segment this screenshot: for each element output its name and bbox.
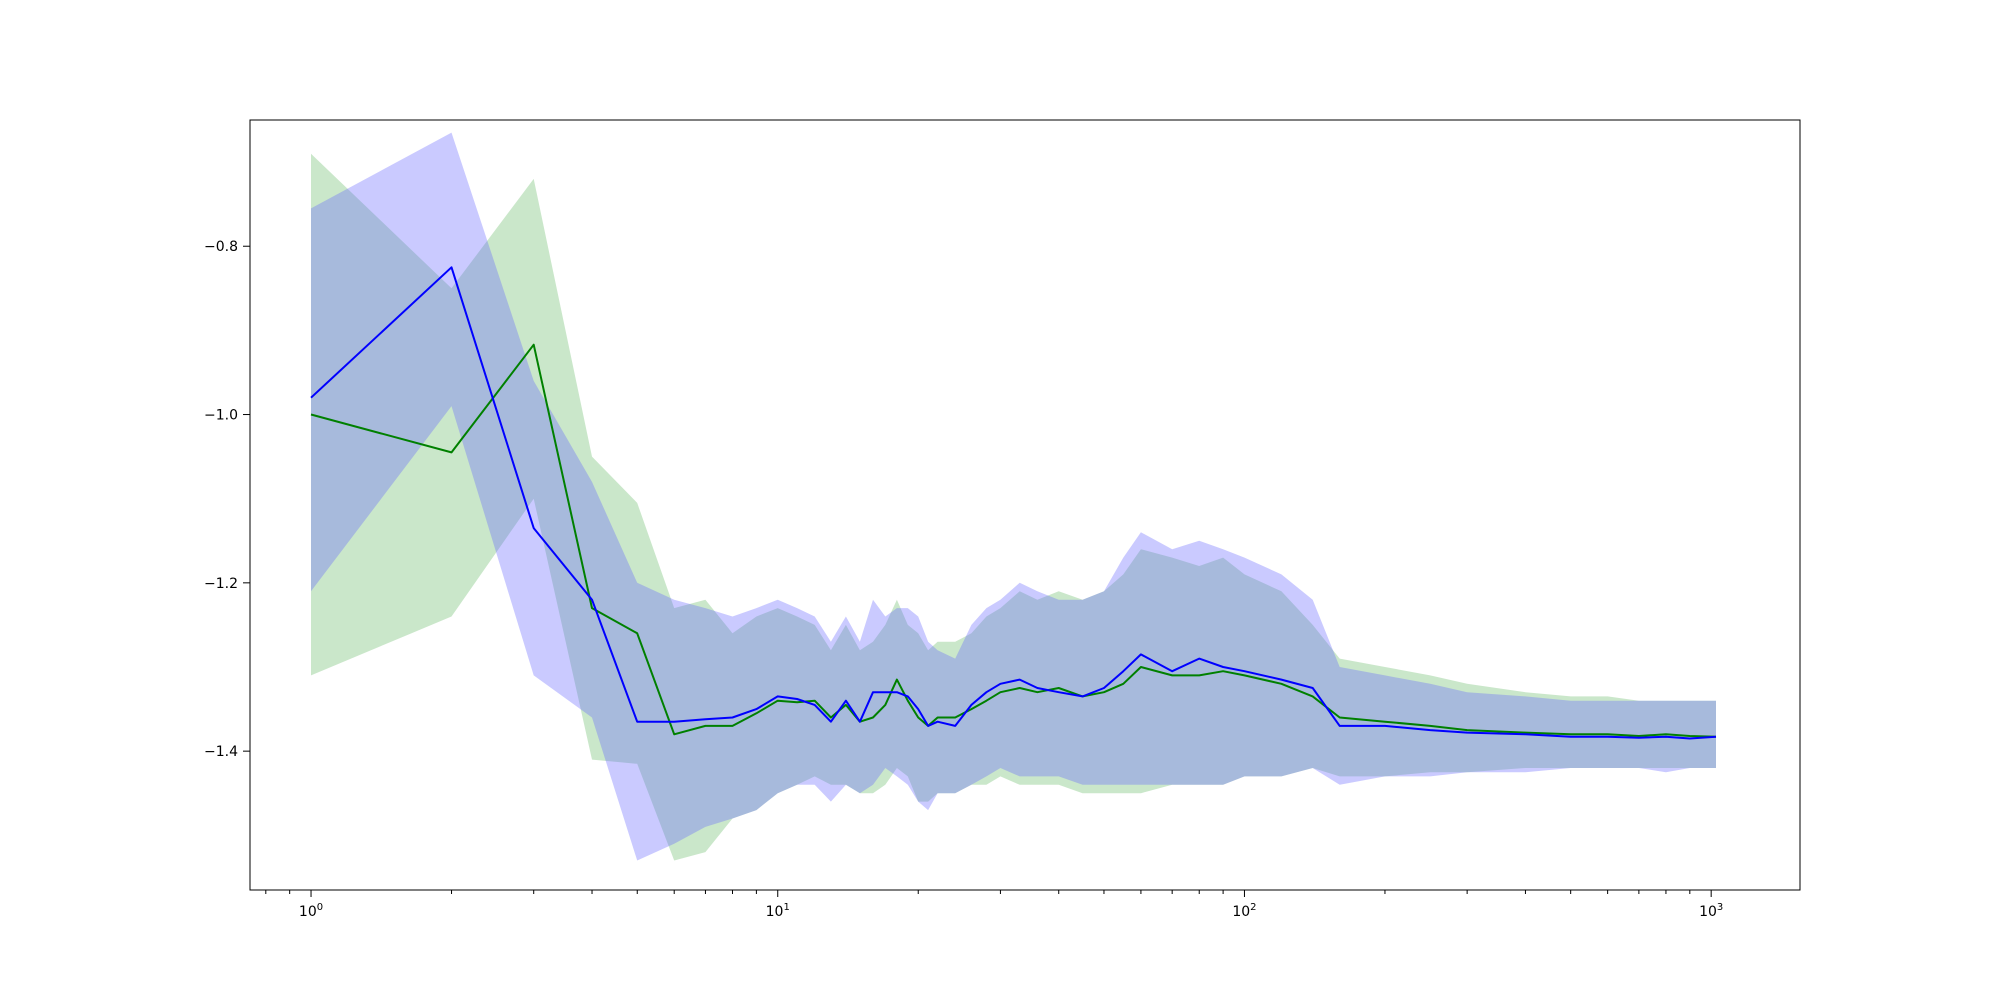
y-axis: −0.8 −1.0 −1.2 −1.4 bbox=[204, 239, 250, 760]
y-tick-label: −0.8 bbox=[204, 239, 238, 255]
series-1-line bbox=[310, 343, 1717, 738]
x-tick-label: 101 bbox=[766, 902, 790, 920]
series-lines bbox=[310, 266, 1717, 740]
x-tick-label: 102 bbox=[1232, 902, 1256, 920]
x-tick-label: 103 bbox=[1699, 902, 1723, 920]
series-1-band bbox=[311, 153, 1716, 861]
y-tick-label: −1.4 bbox=[204, 744, 238, 760]
x-axis: 100 101 102 103 bbox=[265, 890, 1723, 920]
y-tick-label: −1.0 bbox=[204, 408, 238, 424]
series-2-band bbox=[311, 132, 1716, 861]
plot-frame bbox=[249, 119, 1801, 891]
series-2-line bbox=[310, 266, 1717, 740]
confidence-bands bbox=[311, 132, 1716, 861]
y-tick-label: −1.2 bbox=[204, 576, 238, 592]
x-tick-label: 100 bbox=[299, 902, 323, 920]
